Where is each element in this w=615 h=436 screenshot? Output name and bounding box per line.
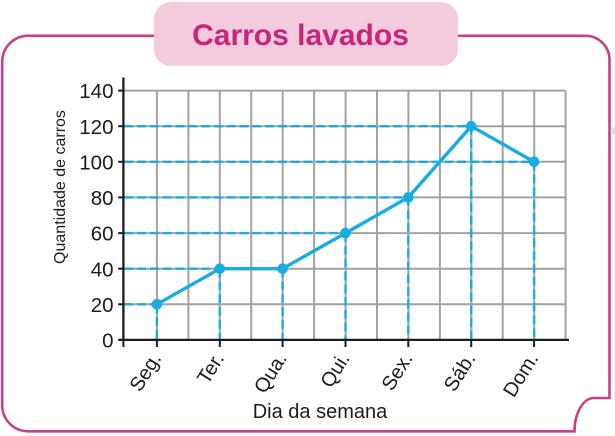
- svg-text:20: 20: [91, 294, 114, 317]
- svg-text:80: 80: [91, 187, 114, 210]
- svg-text:100: 100: [79, 151, 113, 174]
- svg-text:Dia da semana: Dia da semana: [253, 401, 388, 423]
- svg-text:140: 140: [79, 80, 113, 103]
- svg-text:Quantidade de carros: Quantidade de carros: [52, 110, 69, 264]
- svg-text:40: 40: [91, 258, 114, 281]
- svg-text:120: 120: [79, 116, 113, 139]
- svg-text:60: 60: [91, 223, 114, 246]
- svg-text:Carros lavados: Carros lavados: [192, 19, 409, 52]
- svg-text:0: 0: [102, 330, 113, 353]
